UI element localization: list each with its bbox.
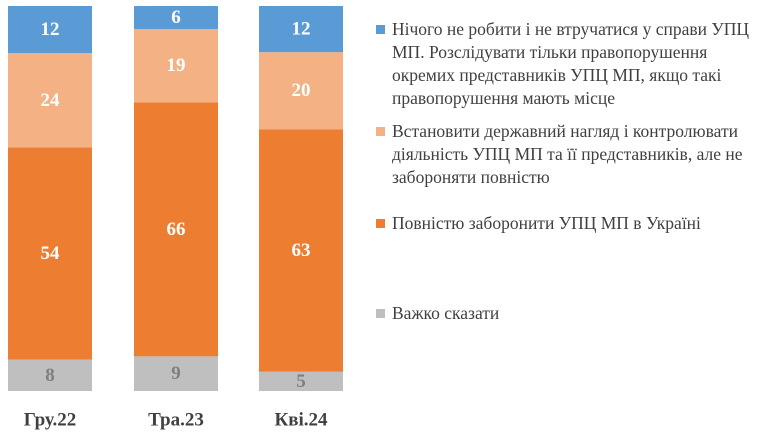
bar-segment-ban-fully-gru22 <box>8 147 92 360</box>
data-label-do-nothing-gru22: 12 <box>41 19 60 40</box>
data-label-hard-to-say-tra23: 9 <box>171 363 181 384</box>
segment-labels-group: 8 54 24 12 9 66 19 6 5 63 20 12 <box>41 7 311 392</box>
legend-swatch-state-oversight <box>376 127 385 136</box>
data-label-state-oversight-kvi24: 20 <box>292 80 311 101</box>
legend-label-state-oversight: Встановити державний нагляд і контролюва… <box>392 121 743 187</box>
bar-segment-hard-to-say-gru22 <box>8 359 92 391</box>
bar-segment-state-oversight-kvi24 <box>259 52 343 130</box>
data-label-do-nothing-tra23: 6 <box>171 7 181 28</box>
bar-segment-state-oversight-tra23 <box>134 29 218 103</box>
data-label-hard-to-say-gru22: 8 <box>45 365 55 386</box>
legend-swatch-ban-fully <box>376 219 385 228</box>
data-label-ban-fully-kvi24: 63 <box>292 240 311 261</box>
bar-segment-hard-to-say-kvi24 <box>259 371 343 391</box>
bar-segment-do-nothing-kvi24 <box>259 6 343 53</box>
category-label-kvi24: Кві.24 <box>274 410 328 431</box>
bar-segment-ban-fully-kvi24 <box>259 129 343 372</box>
data-label-do-nothing-kvi24: 12 <box>292 19 311 40</box>
category-labels-group: Гру.22 Тра.23 Кві.24 <box>24 410 328 431</box>
legend-label-ban-fully: Повністю заборонити УПЦ МП в Україні <box>392 213 701 233</box>
data-label-ban-fully-gru22: 54 <box>41 243 61 264</box>
data-label-state-oversight-gru22: 24 <box>41 90 61 111</box>
legend-swatch-do-nothing <box>376 25 385 34</box>
legend-label-do-nothing: Нічого не робити і не втручатися у справ… <box>392 19 750 108</box>
bar-segment-ban-fully-tra23 <box>134 102 218 357</box>
bar-segment-hard-to-say-tra23 <box>134 356 218 391</box>
legend-label-hard-to-say: Важко сказати <box>392 303 500 323</box>
data-label-hard-to-say-kvi24: 5 <box>296 371 306 392</box>
data-label-ban-fully-tra23: 66 <box>167 219 186 240</box>
data-label-state-oversight-tra23: 19 <box>167 55 186 76</box>
bars-group <box>8 6 343 391</box>
category-label-gru22: Гру.22 <box>24 410 77 431</box>
bar-segment-state-oversight-gru22 <box>8 53 92 148</box>
bar-segment-do-nothing-tra23 <box>134 6 218 30</box>
category-label-tra23: Тра.23 <box>148 410 204 431</box>
bar-segment-do-nothing-gru22 <box>8 6 92 54</box>
legend-swatch-hard-to-say <box>376 309 385 318</box>
